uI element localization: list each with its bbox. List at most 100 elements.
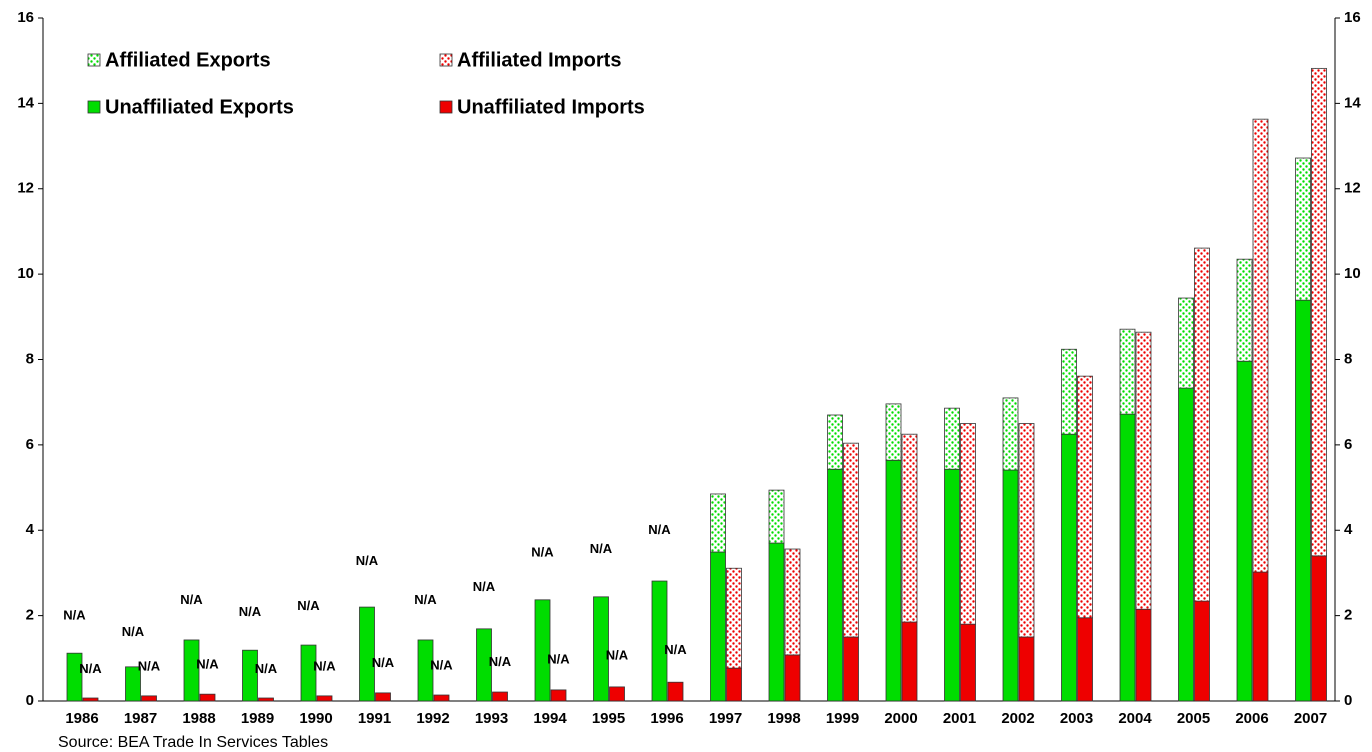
x-tick-label: 1999	[826, 710, 859, 727]
x-tick-label: 2002	[1001, 710, 1034, 727]
na-label: N/A	[138, 658, 161, 673]
y2-tick-label: 0	[1344, 692, 1352, 709]
bar	[1077, 375, 1093, 619]
legend-swatch	[87, 100, 101, 114]
bar	[1194, 600, 1210, 702]
bar	[651, 580, 668, 702]
bar	[726, 667, 742, 702]
bar	[1119, 413, 1136, 702]
y2-tick-label: 8	[1344, 350, 1352, 367]
y2-tick-label: 2	[1344, 607, 1352, 624]
bar	[1018, 636, 1035, 702]
bar	[944, 468, 960, 702]
bar	[960, 423, 976, 625]
bar	[125, 666, 141, 702]
y2-tick-label: 6	[1344, 436, 1352, 453]
bar	[1178, 387, 1194, 702]
legend-swatch	[439, 53, 453, 67]
bar	[710, 493, 726, 553]
legend-label: Unaffiliated Imports	[457, 96, 645, 118]
na-label: N/A	[590, 541, 613, 556]
bar	[901, 621, 918, 702]
bar	[827, 414, 843, 470]
bar	[66, 652, 83, 702]
bar	[1135, 608, 1152, 702]
na-label: N/A	[255, 661, 278, 676]
x-tick-label: 2001	[943, 710, 976, 727]
bar	[1061, 433, 1077, 702]
y2-tick-label: 12	[1344, 180, 1361, 197]
bar	[667, 681, 684, 702]
x-tick-label: 2004	[1118, 710, 1152, 727]
bar	[1002, 469, 1019, 702]
y2-tick-label: 16	[1344, 9, 1361, 26]
y-tick-label: 4	[26, 521, 35, 538]
bar	[593, 596, 609, 702]
bar	[784, 548, 801, 656]
bar	[960, 623, 976, 702]
bar	[901, 433, 918, 623]
x-tick-label: 2000	[884, 710, 917, 727]
y-tick-label: 6	[26, 436, 34, 453]
bar	[1002, 397, 1019, 471]
bar	[316, 695, 333, 702]
x-tick-label: 2006	[1235, 710, 1268, 727]
bar	[1311, 555, 1327, 702]
na-label: N/A	[313, 658, 336, 673]
na-label: N/A	[547, 651, 570, 666]
y-tick-label: 16	[17, 9, 34, 26]
source-note: Source: BEA Trade In Services Tables	[58, 734, 328, 751]
bar	[199, 693, 216, 702]
x-tick-label: 2007	[1294, 710, 1327, 727]
y-tick-label: 0	[26, 692, 34, 709]
legend-label: Affiliated Imports	[457, 49, 621, 71]
bar	[1077, 617, 1093, 702]
bar	[885, 459, 902, 702]
bar	[359, 606, 375, 702]
x-tick-label: 1988	[182, 710, 215, 727]
x-tick-label: 1989	[241, 710, 274, 727]
bar	[768, 542, 785, 702]
bar	[768, 489, 785, 544]
y-tick-label: 12	[17, 180, 34, 197]
bar	[609, 686, 625, 702]
bar	[1295, 299, 1311, 702]
bar	[944, 407, 960, 470]
legend-swatch	[87, 53, 101, 67]
bar	[258, 697, 274, 702]
bar	[1061, 348, 1077, 435]
bar	[1178, 297, 1194, 389]
x-tick-label: 1992	[416, 710, 449, 727]
x-tick-label: 1994	[533, 710, 567, 727]
bar	[433, 694, 450, 702]
bar	[183, 639, 200, 702]
bar	[784, 654, 801, 702]
na-label: N/A	[489, 654, 512, 669]
na-label: N/A	[79, 661, 102, 676]
bar	[476, 628, 492, 702]
bar	[1252, 118, 1269, 573]
bar	[1018, 423, 1035, 638]
bar	[82, 697, 99, 702]
legend-label: Unaffiliated Exports	[105, 96, 294, 118]
legend-label: Affiliated Exports	[105, 49, 271, 71]
x-tick-label: 1991	[358, 710, 391, 727]
y2-tick-label: 4	[1344, 521, 1353, 538]
na-label: N/A	[531, 544, 554, 559]
bar	[1194, 247, 1210, 602]
na-label: N/A	[196, 656, 219, 671]
y-tick-label: 14	[17, 94, 34, 111]
bar	[885, 403, 902, 461]
na-label: N/A	[180, 592, 203, 607]
bar	[1311, 67, 1327, 557]
na-label: N/A	[414, 592, 437, 607]
bar	[417, 639, 434, 702]
na-label: N/A	[297, 598, 320, 613]
bar	[141, 695, 157, 702]
bar	[300, 644, 317, 702]
bar	[726, 567, 742, 669]
na-label: N/A	[63, 608, 86, 623]
x-tick-label: 2003	[1060, 710, 1093, 727]
x-tick-label: 1986	[65, 710, 98, 727]
